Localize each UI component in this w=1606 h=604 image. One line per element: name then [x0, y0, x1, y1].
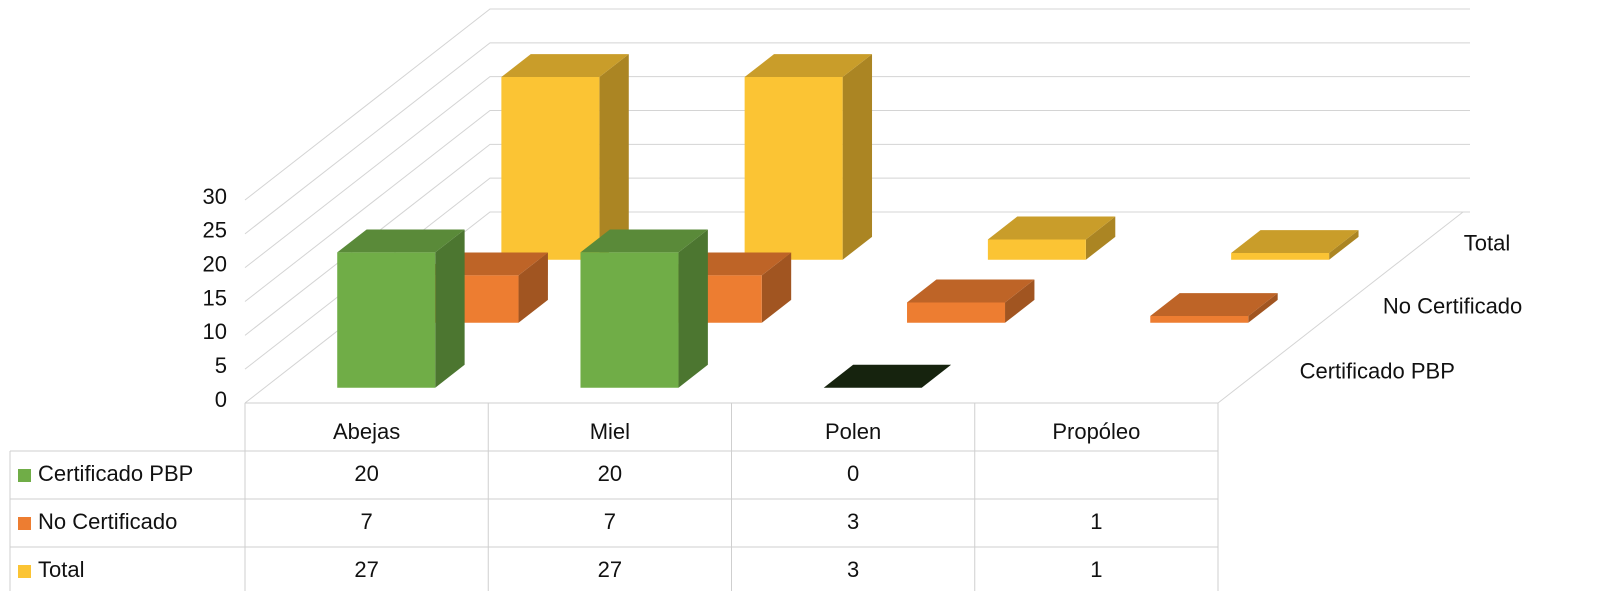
- bar-side: [1248, 293, 1278, 323]
- table-value: 20: [354, 461, 378, 486]
- grid-line: [244, 42, 1470, 235]
- bar-side: [435, 229, 465, 388]
- grid-line: [244, 211, 1470, 404]
- bar-side: [1085, 216, 1116, 260]
- y-tick-label: 25: [203, 218, 227, 243]
- bar: [1150, 316, 1249, 323]
- y-tick-label: 0: [215, 387, 227, 412]
- legend-swatch: [18, 469, 31, 482]
- legend-label: No Certificado: [38, 509, 177, 534]
- legend-label: Total: [38, 557, 84, 582]
- table-value: 27: [598, 557, 622, 582]
- bar: [580, 252, 679, 388]
- bar-side: [761, 252, 792, 323]
- bar-side: [518, 252, 548, 323]
- bar: [907, 302, 1006, 323]
- bar-top: [580, 229, 708, 253]
- table-value: 0: [847, 461, 859, 486]
- floor-edge: [1217, 211, 1464, 404]
- table-value: 7: [361, 509, 373, 534]
- bar-top: [744, 54, 873, 78]
- grid-line: [244, 8, 1470, 201]
- bar-top: [1231, 230, 1359, 253]
- bar: [501, 77, 600, 260]
- bar-side: [1329, 230, 1359, 260]
- y-tick-label: 20: [203, 251, 227, 276]
- legend-label: Certificado PBP: [38, 461, 193, 486]
- table-value: 1: [1090, 509, 1102, 534]
- grid-line: [244, 110, 1470, 302]
- bar: [987, 239, 1086, 260]
- table-value: 3: [847, 557, 859, 582]
- series-depth-label: Total: [1464, 231, 1510, 256]
- bar-top: [987, 216, 1116, 240]
- grid-line: [244, 143, 1470, 336]
- bar: [1231, 252, 1330, 260]
- bar-top: [907, 279, 1035, 303]
- bar: [744, 77, 843, 260]
- grid-line: [244, 177, 1470, 370]
- bar-top: [823, 364, 952, 388]
- grid-line: [244, 76, 1470, 269]
- bar-top: [1150, 293, 1278, 317]
- x-tick-label: Propóleo: [1052, 419, 1140, 444]
- bar-side: [678, 229, 708, 388]
- bar-side: [599, 54, 629, 260]
- table-value: 3: [847, 509, 859, 534]
- x-tick-label: Polen: [825, 419, 881, 444]
- series-depth-label: No Certificado: [1383, 294, 1522, 319]
- y-tick-label: 30: [203, 184, 227, 209]
- bar-side: [842, 54, 873, 260]
- table-value: 20: [598, 461, 622, 486]
- x-tick-label: Miel: [590, 419, 630, 444]
- series-depth-label: Certificado PBP: [1300, 359, 1455, 384]
- legend-swatch: [18, 565, 31, 578]
- bar-top: [501, 54, 629, 78]
- table-value: 27: [354, 557, 378, 582]
- table-value: 7: [604, 509, 616, 534]
- table-value: 1: [1090, 557, 1102, 582]
- bar: [337, 252, 436, 388]
- y-tick-label: 10: [203, 319, 227, 344]
- legend-swatch: [18, 517, 31, 530]
- bar-top: [337, 229, 465, 253]
- y-tick-label: 15: [203, 285, 227, 310]
- bar-side: [1005, 279, 1035, 323]
- y-tick-label: 5: [215, 353, 227, 378]
- x-tick-label: Abejas: [333, 419, 400, 444]
